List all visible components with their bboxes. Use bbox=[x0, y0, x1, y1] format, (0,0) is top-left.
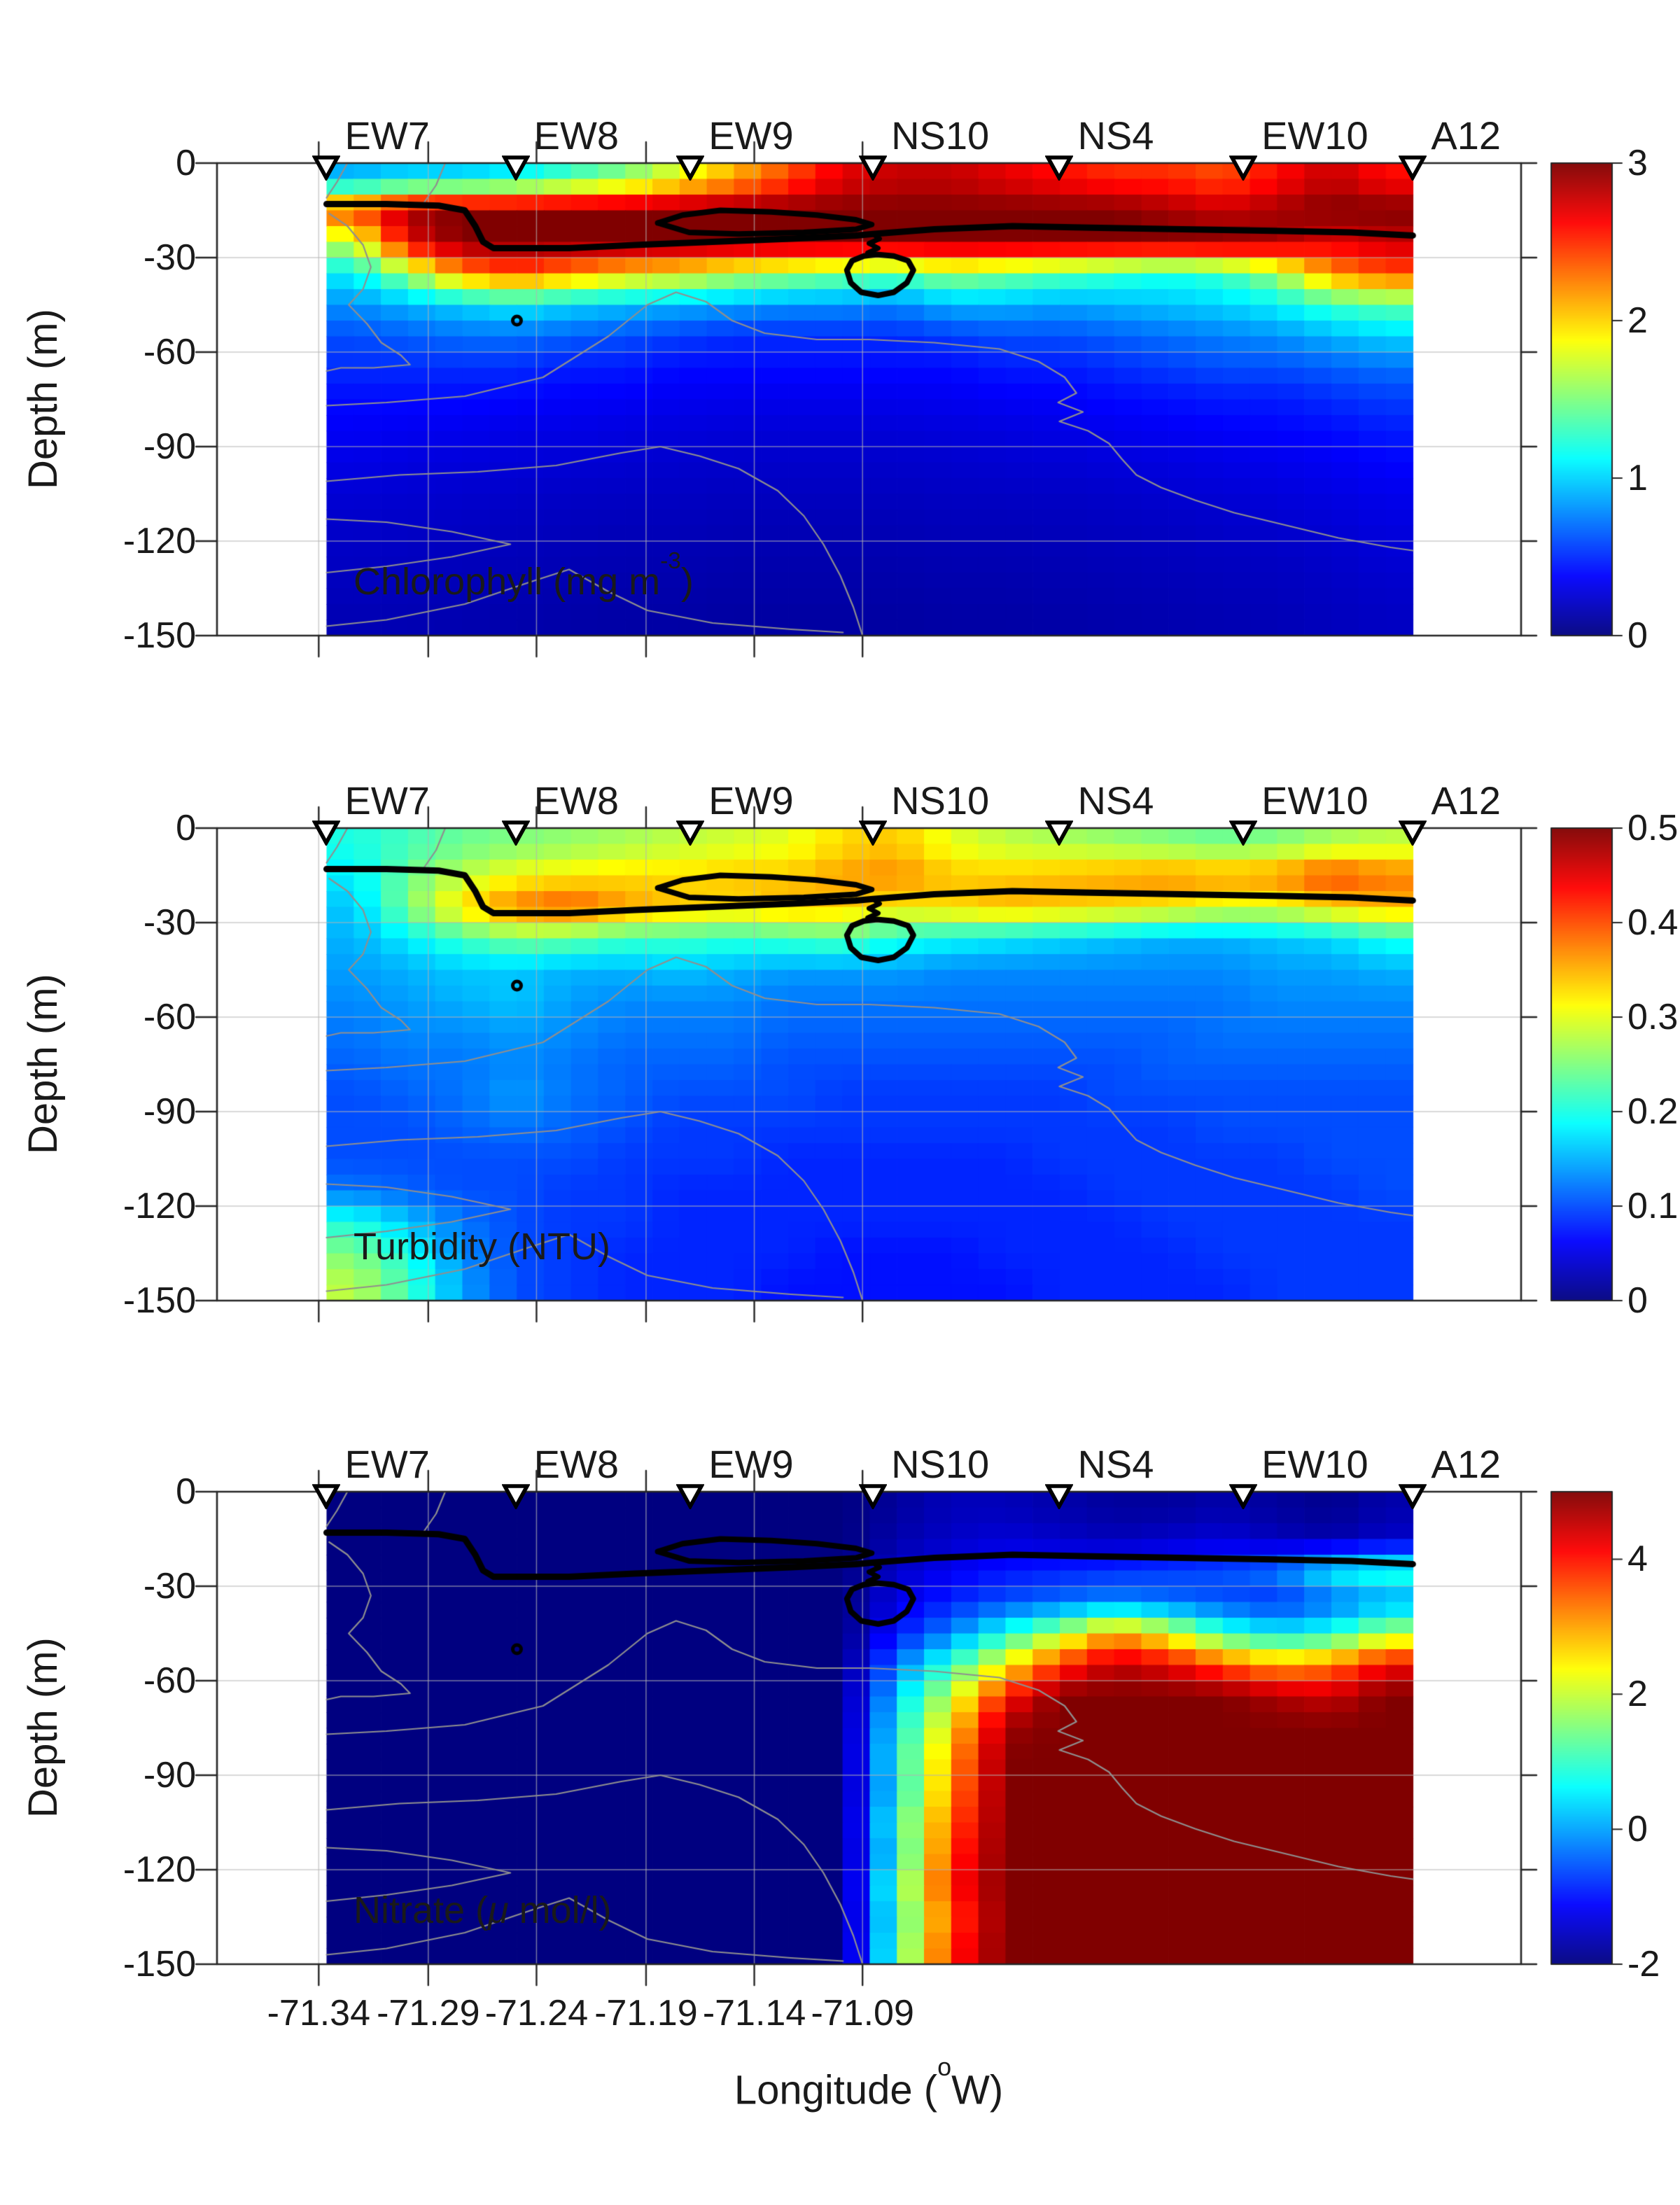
y-tick-label--30: -30 bbox=[143, 902, 196, 943]
y-tick-label--150: -150 bbox=[122, 1280, 196, 1321]
y-axis-label-panel2: Depth (m) bbox=[20, 974, 66, 1155]
y-axis-label-panel3: Depth (m) bbox=[20, 1637, 66, 1819]
y-tick-label--60: -60 bbox=[143, 332, 196, 372]
station-label-EW8: EW8 bbox=[533, 778, 619, 822]
station-marker-EW10-icon bbox=[1228, 820, 1258, 849]
station-label-A12: A12 bbox=[1431, 113, 1501, 158]
y-tick-label-0: 0 bbox=[176, 143, 196, 183]
colorbar-tick-label-nitrate-4: 4 bbox=[1628, 1539, 1648, 1580]
x-axis-label: Longitude (oW) bbox=[734, 2052, 1004, 2113]
station-label-NS10: NS10 bbox=[891, 1442, 990, 1486]
x-tick-label--71.34: -71.34 bbox=[267, 1993, 371, 2033]
station-marker-NS10-icon bbox=[858, 820, 888, 849]
station-label-EW9: EW9 bbox=[708, 113, 794, 158]
colorbar-tick-label-turbidity-0.1: 0.1 bbox=[1628, 1186, 1679, 1226]
station-label-A12: A12 bbox=[1431, 778, 1501, 822]
y-tick-label--150: -150 bbox=[122, 1944, 196, 1984]
y-axis-label-panel1: Depth (m) bbox=[20, 309, 66, 490]
station-marker-NS4-icon bbox=[1044, 1484, 1074, 1513]
station-label-EW7: EW7 bbox=[344, 778, 430, 822]
station-marker-NS4-icon bbox=[1044, 155, 1074, 184]
station-label-NS4: NS4 bbox=[1077, 113, 1154, 158]
station-label-EW8: EW8 bbox=[533, 1442, 619, 1486]
colorbar-tick-label-turbidity-0: 0 bbox=[1628, 1280, 1648, 1321]
y-tick-label--150: -150 bbox=[122, 615, 196, 656]
colorbar-tick-label-turbidity-0.4: 0.4 bbox=[1628, 902, 1679, 943]
station-marker-EW10-icon bbox=[1228, 155, 1258, 184]
station-label-NS10: NS10 bbox=[891, 113, 990, 158]
y-tick-label--90: -90 bbox=[143, 1755, 196, 1795]
x-tick-label--71.19: -71.19 bbox=[594, 1993, 698, 2033]
y-tick-label--60: -60 bbox=[143, 997, 196, 1037]
station-marker-NS4-icon bbox=[1044, 820, 1074, 849]
station-marker-A12-icon bbox=[1398, 155, 1428, 184]
panel-label-turbidity: Turbidity (NTU) bbox=[354, 1226, 611, 1268]
x-tick-label--71.14: -71.14 bbox=[702, 1993, 806, 2033]
y-tick-label--60: -60 bbox=[143, 1660, 196, 1701]
y-tick-label--30: -30 bbox=[143, 237, 196, 278]
panel-label-chlorophyll: Chlorophyll (mg m-3) bbox=[354, 547, 694, 603]
station-marker-EW8-icon bbox=[500, 1484, 531, 1513]
y-tick-label-0: 0 bbox=[176, 808, 196, 848]
station-label-NS4: NS4 bbox=[1077, 778, 1154, 822]
station-label-EW7: EW7 bbox=[344, 1442, 430, 1486]
station-label-NS4: NS4 bbox=[1077, 1442, 1154, 1486]
colorbar-tick-label-nitrate-0: 0 bbox=[1628, 1809, 1648, 1850]
station-marker-EW7-icon bbox=[312, 155, 342, 184]
y-tick-label-0: 0 bbox=[176, 1471, 196, 1512]
panel-label-nitrate: Nitrate (μ mol/l) bbox=[354, 1889, 612, 1931]
y-tick-label--120: -120 bbox=[122, 521, 196, 561]
colorbar-tick-label-chlorophyll-0: 0 bbox=[1628, 615, 1648, 656]
y-tick-label--90: -90 bbox=[143, 1091, 196, 1132]
x-tick-label--71.09: -71.09 bbox=[811, 1993, 914, 2033]
colorbar-tick-label-turbidity-0.2: 0.2 bbox=[1628, 1091, 1679, 1132]
colorbar-tick-label-chlorophyll-3: 3 bbox=[1628, 143, 1648, 183]
station-marker-EW10-icon bbox=[1228, 1484, 1258, 1513]
y-tick-label--30: -30 bbox=[143, 1566, 196, 1606]
colorbar-tick-label-chlorophyll-1: 1 bbox=[1628, 458, 1648, 498]
x-tick-label--71.29: -71.29 bbox=[377, 1993, 480, 2033]
y-tick-label--120: -120 bbox=[122, 1186, 196, 1226]
station-marker-EW9-icon bbox=[676, 155, 705, 184]
station-label-EW7: EW7 bbox=[344, 113, 430, 158]
x-tick-label--71.24: -71.24 bbox=[484, 1993, 589, 2033]
colorbar-tick-label-nitrate-2: 2 bbox=[1628, 1674, 1648, 1715]
station-marker-NS10-icon bbox=[858, 1484, 888, 1513]
station-label-EW10: EW10 bbox=[1261, 778, 1368, 822]
station-label-EW8: EW8 bbox=[533, 113, 619, 158]
colorbar-tick-label-nitrate--2: -2 bbox=[1628, 1944, 1660, 1984]
station-label-EW9: EW9 bbox=[708, 778, 794, 822]
station-label-EW9: EW9 bbox=[708, 1442, 794, 1486]
station-label-NS10: NS10 bbox=[891, 778, 990, 822]
colorbar-tick-label-turbidity-0.5: 0.5 bbox=[1628, 808, 1679, 848]
station-marker-NS10-icon bbox=[858, 155, 888, 184]
y-tick-label--120: -120 bbox=[122, 1849, 196, 1890]
station-marker-EW7-icon bbox=[312, 820, 342, 849]
station-label-A12: A12 bbox=[1431, 1442, 1501, 1486]
y-tick-label--90: -90 bbox=[143, 426, 196, 467]
colorbar-tick-label-turbidity-0.3: 0.3 bbox=[1628, 997, 1679, 1037]
station-marker-EW9-icon bbox=[676, 1484, 705, 1513]
station-marker-EW7-icon bbox=[312, 1484, 342, 1513]
station-marker-EW8-icon bbox=[500, 155, 531, 184]
colorbar-tick-label-chlorophyll-2: 2 bbox=[1628, 300, 1648, 341]
station-marker-A12-icon bbox=[1398, 820, 1428, 849]
station-label-EW10: EW10 bbox=[1261, 1442, 1368, 1486]
station-marker-EW9-icon bbox=[676, 820, 705, 849]
station-label-EW10: EW10 bbox=[1261, 113, 1368, 158]
station-marker-A12-icon bbox=[1398, 1484, 1428, 1513]
station-marker-EW8-icon bbox=[500, 820, 531, 849]
